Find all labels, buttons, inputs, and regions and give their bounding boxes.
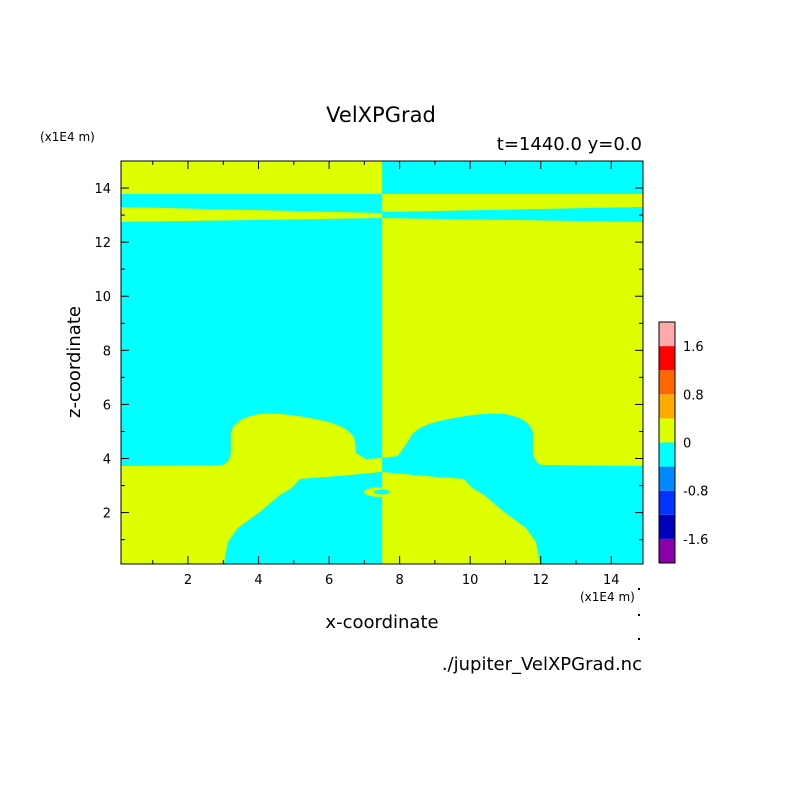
lower-left-hump-negative [224,472,382,564]
colorbar-tick-label: -1.6 [683,533,708,548]
x-tick-label: 8 [395,573,403,588]
colorbar-swatch [659,394,675,419]
source-file: ./jupiter_VelXPGrad.nc [442,654,642,675]
plot-frame [120,160,644,565]
y-tick-label: 2 [103,507,111,522]
lower-left-positive [121,413,382,564]
x-tick-label: 2 [184,573,192,588]
colorbar: 1.6 0.8 0 -0.8 -1.6 [658,321,708,564]
colorbar-tick-label: 0.8 [683,388,704,403]
y-tick-label: 10 [94,290,111,305]
x-scale-note: (x1E4 m) [580,590,635,604]
band-mid-right-negative [382,207,643,222]
x-axis-label: x-coordinate [325,612,438,633]
colorbar-tick-label: -0.8 [683,485,708,500]
colorbar-swatch [659,370,675,395]
marker-dot [638,588,640,590]
x-tick-label: 14 [603,573,620,588]
lower-right-negative [382,413,643,564]
y-tick-label: 14 [94,182,111,197]
center-ellipse-core [374,489,390,495]
colorbar-swatch [659,490,675,515]
y-tick-label: 6 [103,398,111,413]
band-top-right-negative [382,161,643,194]
colorbar-swatch [659,346,675,371]
y-axis-ticks: 2 4 6 8 10 12 14 [94,182,643,541]
colorbar-tick-label: 0 [683,437,691,452]
band-top-left-positive [121,161,382,194]
colorbar-swatch [659,466,675,491]
y-scale-note: (x1E4 m) [40,130,95,144]
colorbar-tick-label: 1.6 [683,340,704,355]
colorbar-frame [658,321,676,564]
chart-title: VelXPGrad [326,103,436,127]
colorbar-swatch [659,538,675,563]
x-tick-label: 12 [532,573,549,588]
plot-area [121,161,643,564]
x-tick-label: 10 [462,573,479,588]
y-tick-label: 12 [94,236,111,251]
y-tick-label: 4 [103,453,111,468]
colorbar-swatch [659,514,675,539]
marker-dot [638,614,640,616]
colorbar-swatch [659,442,675,467]
chart-subtitle: t=1440.0 y=0.0 [497,134,642,155]
colorbar-swatch [659,322,675,347]
marker-dot [638,638,640,640]
x-tick-label: 6 [325,573,333,588]
x-axis-ticks: 2 4 6 8 10 12 14 [152,161,620,588]
y-tick-label: 8 [103,344,111,359]
y-axis-label: z-coordinate [64,306,85,418]
x-tick-label: 4 [254,573,262,588]
colorbar-swatch [659,418,675,443]
lower-right-hump-positive [382,472,540,564]
band-mid-left-positive [121,207,382,222]
